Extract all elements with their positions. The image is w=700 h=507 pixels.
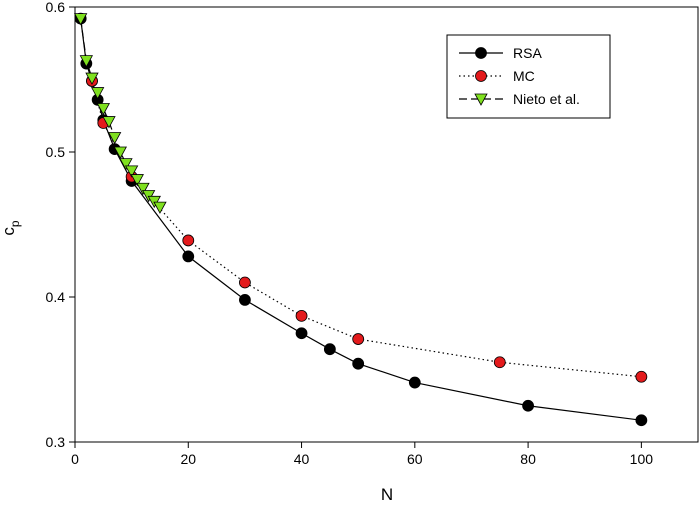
legend-marker [475,47,487,59]
marker [136,182,150,196]
marker [239,293,251,306]
marker [130,174,144,187]
marker [79,55,94,68]
marker [90,87,105,100]
marker [635,414,648,427]
marker [352,333,365,345]
marker [102,116,116,129]
marker [153,201,167,214]
marker [124,165,139,178]
series-line [91,80,642,378]
marker [85,72,99,85]
marker [635,370,648,383]
legend-label: Nieto et al. [513,91,580,107]
x-tick-label: 20 [180,451,196,467]
legend-box [446,34,611,119]
y-tick-label: 0.5 [46,144,66,160]
y-tick-label: 0.6 [46,0,66,15]
plot-frame [74,6,699,443]
marker [295,327,308,340]
series-line [80,18,161,208]
marker [182,250,195,263]
marker [323,343,336,356]
x-axis-label: N [381,485,393,504]
y-axis-label-subscript: p [8,220,22,227]
x-tick-label: 80 [520,451,536,467]
marker [493,356,506,369]
marker [96,103,110,116]
marker [352,357,365,370]
marker [522,399,534,412]
marker [408,376,421,389]
marker [73,13,88,26]
legend-marker [474,93,488,106]
x-tick-label: 40 [294,451,310,467]
y-axis-label: cp [0,220,22,236]
legend-marker [475,70,487,82]
legend: RSA MC Nieto et al. [446,34,611,119]
legend-label: MC [513,68,535,84]
marker [107,132,122,145]
x-tick-label: 100 [630,451,654,467]
legend-label: RSA [513,45,542,61]
y-tick-label: 0.3 [46,434,66,450]
marker [113,146,127,159]
marker [295,309,308,322]
x-tick-label: 0 [71,451,79,467]
marker [182,234,195,247]
marker [119,158,133,171]
x-tick-label: 60 [407,451,423,467]
y-axis-label-main: c [0,227,18,236]
y-tick-label: 0.4 [46,289,66,305]
marker [239,276,251,289]
